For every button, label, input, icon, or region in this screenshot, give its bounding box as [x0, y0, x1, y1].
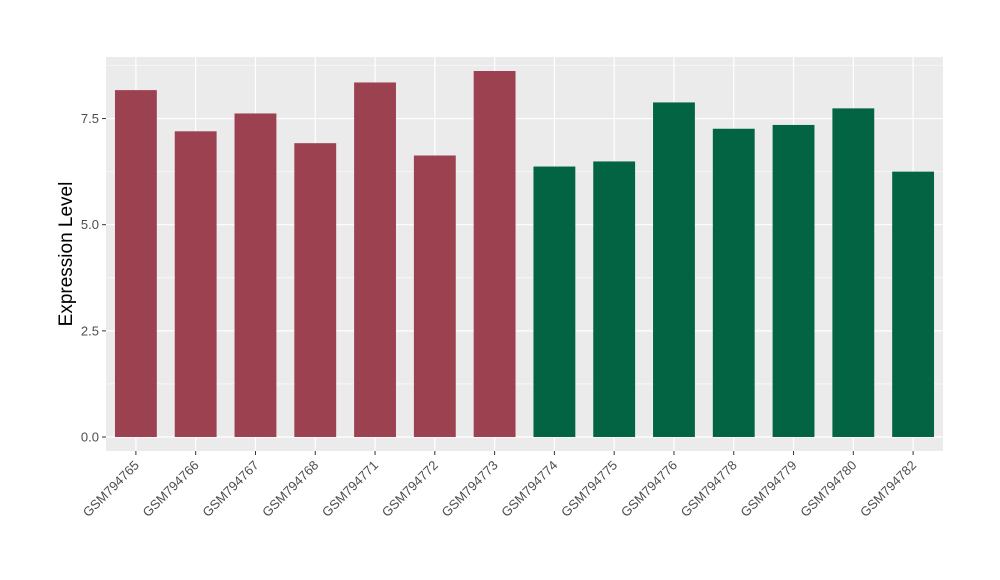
bar-GSM794765 [114, 90, 157, 437]
bar-GSM794782 [892, 171, 935, 437]
x-tick-label: GSM794771 [319, 458, 381, 520]
x-tick-label: GSM794768 [259, 458, 321, 520]
x-tick-label: GSM794773 [439, 458, 501, 520]
bars [114, 71, 935, 437]
plot-panel [106, 57, 943, 451]
x-tick-label: GSM794774 [498, 458, 560, 520]
x-tick-label: GSM794766 [140, 458, 202, 520]
x-tick-label: GSM794767 [199, 458, 261, 520]
bar-GSM794775 [593, 161, 636, 437]
bar-GSM794768 [294, 143, 337, 437]
x-tick-label: GSM794772 [379, 458, 441, 520]
y-tick-label: 0.0 [81, 429, 99, 444]
bar-GSM794772 [413, 155, 456, 437]
x-tick-label: GSM794776 [618, 458, 680, 520]
bar-GSM794778 [712, 128, 755, 437]
y-tick-label: 2.5 [81, 323, 99, 338]
y-axis-title: Expression Level [56, 182, 77, 327]
bar-GSM794766 [174, 131, 217, 437]
x-tick-label: GSM794782 [857, 458, 919, 520]
y-tick-label: 5.0 [81, 217, 99, 232]
y-tick-label: 7.5 [81, 111, 99, 126]
bar-GSM794776 [653, 102, 695, 437]
x-tick-label: GSM794779 [737, 458, 799, 520]
bar-GSM794780 [832, 108, 875, 437]
bar-GSM794767 [234, 113, 277, 437]
x-tick-label: GSM794780 [797, 458, 859, 520]
bar-GSM794773 [473, 71, 516, 437]
x-tick-label: GSM794765 [80, 458, 142, 520]
x-axis: GSM794765GSM794766GSM794767GSM794768GSM7… [80, 451, 919, 520]
x-tick-label: GSM794778 [678, 458, 740, 520]
bar-GSM794774 [533, 166, 576, 437]
x-tick-label: GSM794775 [558, 458, 620, 520]
bar-GSM794771 [354, 82, 396, 437]
y-axis: 0.0 2.5 5.0 7.5 [81, 111, 106, 444]
bar-GSM794779 [772, 124, 815, 437]
